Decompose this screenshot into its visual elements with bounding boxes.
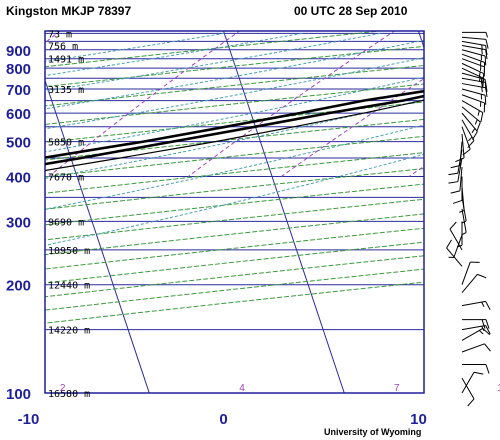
pressure-tick-label: 100 xyxy=(6,386,31,403)
wind-barb xyxy=(461,45,488,60)
observation-time: 00 UTC 28 Sep 2010 xyxy=(294,4,408,18)
wind-barb xyxy=(450,141,463,169)
temperature-tick-label: -10 xyxy=(18,411,40,428)
pressure-tick-label: 300 xyxy=(6,214,31,231)
parcel-profile xyxy=(45,99,424,172)
wind-barb xyxy=(455,133,465,163)
plot-frame xyxy=(44,30,425,394)
height-label: 3135 m xyxy=(48,85,84,96)
dry-adiabat xyxy=(45,213,424,256)
temperature-profile xyxy=(45,94,424,166)
wind-barb xyxy=(461,83,488,98)
pressure-tick-label: 900 xyxy=(6,43,31,60)
mixing-ratio-line xyxy=(187,31,396,177)
height-label: 10950 m xyxy=(48,246,90,257)
height-label: 1491 m xyxy=(48,55,84,66)
moist-adiabat xyxy=(45,153,424,246)
wind-barb xyxy=(461,58,486,77)
height-label: 5850 m xyxy=(48,138,84,149)
wind-barb xyxy=(461,328,491,341)
pressure-tick-label: 800 xyxy=(6,61,31,78)
height-label: 16580 m xyxy=(48,389,90,400)
moist-adiabat xyxy=(45,57,424,130)
wind-barb xyxy=(461,377,475,407)
pressure-tick-label: 600 xyxy=(6,106,31,123)
wind-barb xyxy=(461,77,488,92)
pressure-tick-label: 700 xyxy=(6,82,31,99)
wind-barb xyxy=(461,88,487,105)
isotherm-line xyxy=(45,78,150,393)
mixing-ratio-label: 2 xyxy=(60,383,66,394)
wind-barb xyxy=(461,273,487,294)
wind-barb xyxy=(461,36,489,49)
wind-barb xyxy=(462,364,490,374)
wind-barb xyxy=(461,100,484,123)
wind-barb xyxy=(461,371,484,394)
wind-barb xyxy=(448,149,463,176)
mixing-ratio-label: 7 xyxy=(394,383,400,394)
height-label: 14220 m xyxy=(48,326,90,337)
wind-barb xyxy=(448,234,463,259)
height-label: 7670 m xyxy=(48,172,84,183)
wind-barb xyxy=(461,261,480,285)
pressure-tick-label: 200 xyxy=(6,278,31,295)
wind-barb xyxy=(461,49,487,66)
mixing-ratio-line xyxy=(48,31,241,177)
mixing-ratio-label: 4 xyxy=(239,383,245,394)
isotherm-line xyxy=(223,31,345,393)
moist-adiabat xyxy=(45,32,225,62)
dewpoint-profile xyxy=(45,89,424,159)
pressure-tick-label: 500 xyxy=(6,135,31,152)
mixing-ratio-label: 10 xyxy=(497,383,500,394)
wind-barb xyxy=(446,239,463,267)
wind-barb-column xyxy=(446,31,491,407)
data-credit: University of Wyoming xyxy=(324,427,422,437)
wind-barb xyxy=(462,31,488,38)
wind-barb xyxy=(462,319,490,329)
temperature-tick-label: 10 xyxy=(410,411,427,428)
pressure-tick-label: 400 xyxy=(6,169,31,186)
height-label: 12440 m xyxy=(48,281,90,292)
dry-adiabat xyxy=(45,45,424,88)
dry-adiabat xyxy=(45,227,424,270)
height-label: 9690 m xyxy=(48,217,84,228)
wind-barb xyxy=(461,106,481,132)
station-title: Kingston MKJP 78397 xyxy=(6,4,132,18)
height-label: 73 m xyxy=(48,29,72,40)
moist-adiabat xyxy=(45,76,424,153)
wind-barb xyxy=(450,166,463,194)
wind-barb xyxy=(461,112,478,140)
wind-barb xyxy=(461,94,486,113)
background-grid xyxy=(45,31,424,393)
wind-barb xyxy=(461,300,491,310)
temperature-tick-label: 0 xyxy=(219,411,227,428)
wind-barb xyxy=(448,157,463,184)
wind-barb xyxy=(461,343,491,353)
wind-barb xyxy=(449,221,463,251)
height-label: 756 m xyxy=(48,42,78,53)
